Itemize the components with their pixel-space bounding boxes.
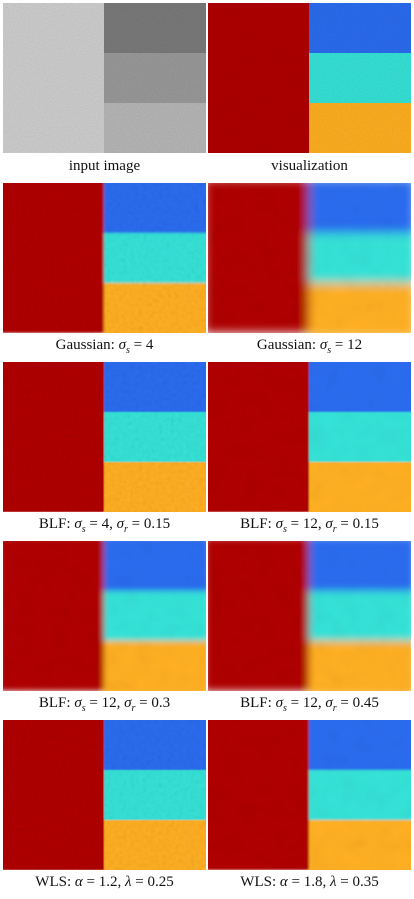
caption-blf-12-03: BLF: σs = 12, σr = 0.3	[38, 695, 171, 714]
panel-blf-12-045	[208, 541, 411, 691]
noise-texture	[208, 720, 411, 870]
panel-image-blf-12-045	[208, 541, 411, 691]
panel-image-blf-12-03	[3, 541, 206, 691]
panel-blf-12-015	[208, 362, 411, 512]
panel-image-visualization	[208, 3, 411, 153]
caption-blf-12-045: BLF: σs = 12, σr = 0.45	[240, 695, 379, 714]
caption-blf-12-015: BLF: σs = 12, σr = 0.15	[240, 516, 379, 535]
caption-visualization: visualization	[271, 158, 348, 174]
panel-gaussian-12	[208, 183, 411, 333]
panel-image-blf-4-015	[3, 362, 206, 512]
panel-gaussian-4	[3, 183, 206, 333]
noise-texture	[3, 541, 206, 691]
panel-wls-18-035	[208, 720, 411, 870]
noise-texture	[208, 183, 411, 333]
panel-image-gaussian-12	[208, 183, 411, 333]
caption-wls-12-025: WLS: α = 1.2, λ = 0.25	[35, 874, 174, 890]
noise-texture	[3, 720, 206, 870]
panel-wls-12-025	[3, 720, 206, 870]
panel-blf-12-03	[3, 541, 206, 691]
panel-visualization	[208, 3, 411, 153]
noise-texture	[208, 3, 411, 153]
caption-gaussian-12: Gaussian: σs = 12	[256, 337, 363, 356]
noise-texture	[3, 362, 206, 512]
panel-blf-4-015	[3, 362, 206, 512]
panel-image-blf-12-015	[208, 362, 411, 512]
panel-image-input	[3, 3, 206, 153]
panel-image-wls-18-035	[208, 720, 411, 870]
noise-texture	[208, 362, 411, 512]
caption-blf-4-015: BLF: σs = 4, σr = 0.15	[38, 516, 171, 535]
caption-gaussian-4: Gaussian: σs = 4	[55, 337, 154, 356]
noise-texture	[208, 541, 411, 691]
panel-input	[3, 3, 206, 153]
panel-image-gaussian-4	[3, 183, 206, 333]
noise-texture	[3, 183, 206, 333]
panel-image-wls-12-025	[3, 720, 206, 870]
noise-texture	[3, 3, 206, 153]
caption-input: input image	[68, 158, 141, 174]
caption-wls-18-035: WLS: α = 1.8, λ = 0.35	[240, 874, 379, 890]
